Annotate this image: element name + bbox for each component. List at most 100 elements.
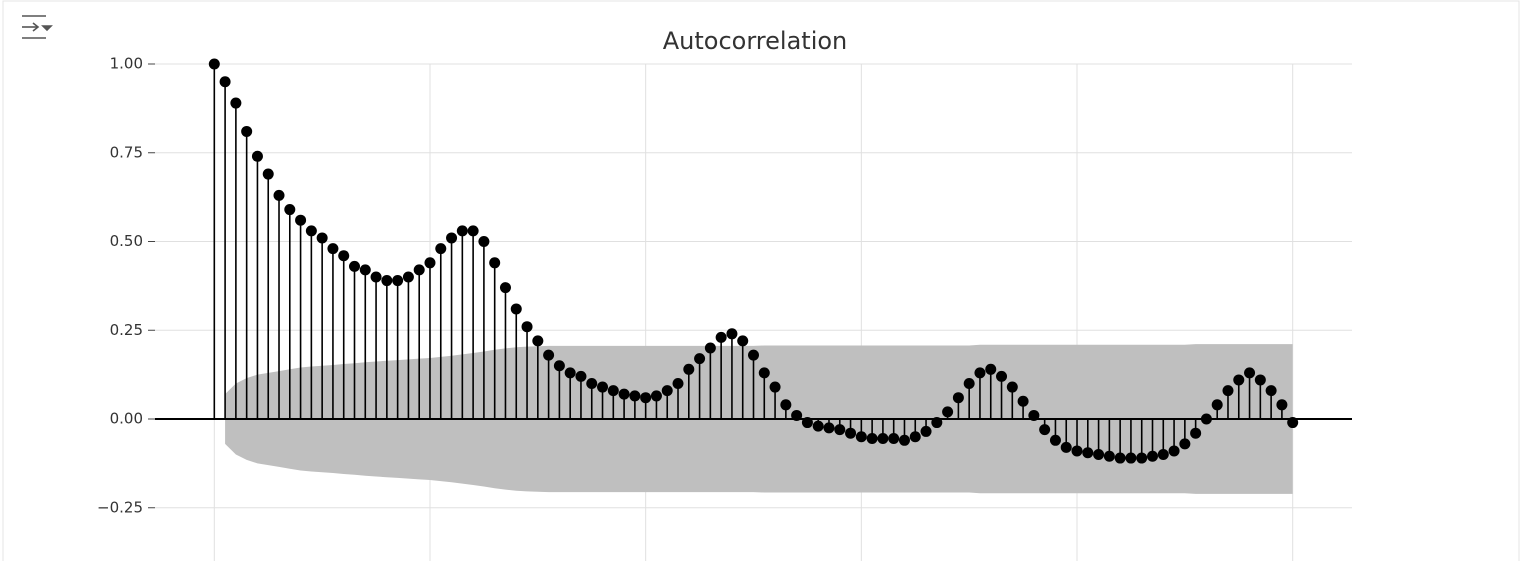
marker (1244, 367, 1256, 379)
marker (478, 236, 490, 247)
marker (952, 392, 964, 404)
marker (251, 150, 263, 162)
marker (1200, 413, 1212, 425)
marker (1168, 445, 1180, 457)
marker (1222, 385, 1234, 397)
marker (284, 204, 296, 216)
marker (996, 370, 1008, 382)
marker (898, 434, 910, 446)
y-tick-label: −0.25 (97, 498, 143, 516)
marker (726, 328, 738, 340)
marker (909, 431, 921, 443)
marker (435, 243, 447, 255)
marker (413, 264, 425, 276)
marker (1103, 450, 1115, 462)
marker (1049, 434, 1061, 446)
marker (273, 189, 285, 201)
chart-title: Autocorrelation (663, 27, 848, 55)
marker (575, 370, 587, 382)
output-menu-icon[interactable] (22, 15, 53, 39)
marker (456, 225, 468, 237)
marker (1125, 452, 1137, 464)
marker (327, 243, 339, 255)
marker (1190, 427, 1202, 439)
marker (553, 360, 565, 372)
marker (597, 381, 609, 393)
marker (866, 433, 878, 445)
marker (1039, 424, 1051, 436)
y-tick-label: 0.50 (110, 232, 143, 250)
marker (1233, 374, 1245, 386)
marker (855, 431, 867, 443)
marker (1147, 450, 1158, 462)
marker (489, 257, 501, 269)
marker (769, 381, 781, 393)
marker (564, 367, 576, 379)
marker (683, 363, 695, 375)
marker (338, 250, 350, 262)
marker (1071, 445, 1083, 457)
marker (219, 76, 231, 88)
marker (1017, 395, 1029, 407)
marker (316, 232, 328, 244)
marker (241, 125, 253, 137)
y-tick-label: 0.00 (110, 410, 143, 428)
marker (1136, 452, 1148, 464)
y-tick-label: 1.00 (110, 55, 143, 73)
marker (467, 225, 479, 237)
marker (640, 392, 652, 404)
marker (359, 264, 371, 276)
marker (748, 349, 759, 361)
marker (305, 225, 317, 237)
marker (931, 417, 943, 429)
marker (543, 349, 555, 361)
marker (1211, 399, 1223, 411)
marker (1276, 399, 1288, 411)
marker (888, 433, 900, 445)
y-tick-label: 0.25 (110, 321, 143, 339)
marker (230, 97, 242, 109)
marker (1060, 441, 1072, 453)
marker (920, 425, 932, 437)
marker (985, 363, 997, 375)
marker (737, 335, 749, 347)
marker (834, 424, 846, 436)
marker (1028, 409, 1040, 421)
marker (1287, 417, 1299, 429)
marker (295, 214, 307, 226)
marker (715, 331, 727, 343)
marker (349, 260, 360, 272)
marker (1265, 385, 1277, 397)
marker (499, 282, 511, 294)
marker (877, 433, 889, 445)
marker (381, 275, 393, 287)
marker (1114, 452, 1126, 464)
marker (1157, 449, 1169, 460)
marker (521, 321, 533, 333)
marker (845, 427, 857, 439)
marker (650, 390, 662, 402)
marker (586, 378, 598, 389)
marker (532, 335, 544, 347)
marker (812, 420, 824, 432)
marker (1093, 449, 1105, 460)
marker (208, 58, 220, 70)
marker (1082, 447, 1094, 459)
marker (791, 409, 803, 421)
marker (1179, 438, 1191, 450)
marker (392, 275, 404, 287)
marker (607, 385, 619, 397)
marker (661, 385, 673, 397)
marker (801, 417, 813, 429)
marker (370, 271, 382, 283)
marker (942, 406, 954, 418)
marker (694, 353, 706, 365)
marker (963, 378, 975, 389)
marker (424, 257, 436, 269)
marker (510, 303, 522, 315)
marker (446, 232, 458, 244)
marker (629, 390, 641, 402)
marker (758, 367, 770, 379)
